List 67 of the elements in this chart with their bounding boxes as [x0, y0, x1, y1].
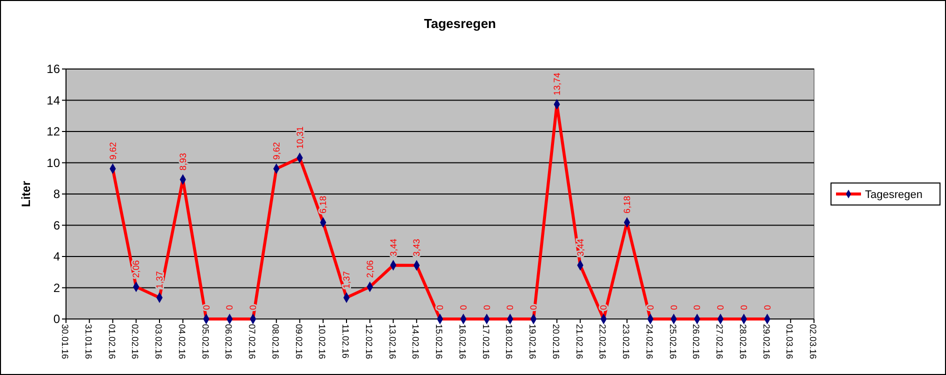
x-tick-label: 28.02.16	[738, 324, 748, 360]
x-tick-label: 09.02.16	[294, 324, 304, 360]
data-label: 3,44	[388, 238, 398, 256]
legend-label: Tagesregen	[865, 188, 922, 201]
y-tick-label: 16	[46, 62, 60, 76]
data-label: 8,93	[178, 152, 188, 170]
data-label: 0	[692, 304, 702, 310]
x-tick-label: 29.02.16	[761, 324, 772, 360]
y-tick-label: 2	[53, 280, 60, 295]
x-tick-label: 02.03.16	[808, 324, 818, 360]
x-tick-label: 06.02.16	[224, 324, 234, 360]
data-label: 6,18	[622, 196, 632, 214]
x-tick-label: 25.02.16	[668, 324, 678, 360]
y-tick-label: 6	[53, 218, 60, 232]
x-tick-label: 05.02.16	[200, 324, 210, 360]
data-label: 3,43	[412, 238, 422, 256]
x-tick-label: 27.02.16	[714, 324, 724, 360]
y-tick-label: 8	[53, 187, 60, 202]
x-tick-label: 04.02.16	[176, 324, 187, 360]
data-label: 13,74	[552, 72, 562, 96]
y-tick-label: 10	[46, 156, 60, 170]
x-tick-label: 08.02.16	[270, 324, 280, 360]
x-tick-label: 12.02.16	[364, 324, 374, 360]
y-tick-label: 4	[53, 250, 60, 264]
x-tick-label: 03.02.16	[154, 324, 164, 360]
x-tick-label: 19.02.16	[528, 324, 538, 360]
y-tick-label: 12	[46, 124, 60, 139]
x-tick-label: 15.02.16	[434, 324, 444, 360]
data-label: 0	[435, 304, 445, 310]
data-label: 0	[716, 304, 726, 310]
data-label: 0	[738, 304, 749, 310]
y-tick-label: 14	[46, 93, 60, 108]
data-label: 2,06	[131, 260, 142, 278]
x-tick-label: 20.02.16	[550, 324, 561, 360]
x-tick-label: 22.02.16	[598, 324, 608, 360]
data-label: 0	[482, 304, 492, 310]
data-label: 2,06	[364, 260, 375, 278]
data-label: 9,62	[271, 142, 282, 160]
y-axis-title: Liter	[19, 180, 33, 208]
x-tick-label: 23.02.16	[621, 324, 631, 360]
y-tick-label: 0	[53, 312, 60, 326]
x-tick-label: 30.01.16	[60, 324, 70, 360]
data-label: 9,62	[108, 142, 118, 160]
x-tick-label: 11.02.16	[340, 324, 350, 358]
x-tick-label: 16.02.16	[457, 324, 468, 360]
data-label: 0	[458, 304, 468, 310]
x-tick-label: 18.02.16	[504, 324, 514, 360]
x-tick-label: 31.01.16	[83, 324, 94, 360]
x-tick-label: 01.03.16	[784, 324, 795, 360]
data-label: 0	[224, 304, 235, 310]
x-tick-label: 01.02.16	[106, 324, 117, 360]
x-tick-label: 02.02.16	[130, 324, 140, 360]
x-tick-label: 21.02.16	[574, 324, 584, 360]
data-label: 10,31	[294, 126, 305, 149]
data-label: 0	[762, 304, 772, 310]
x-tick-label: 10.02.16	[317, 324, 328, 360]
x-tick-label: 24.02.16	[644, 324, 654, 360]
chart-title: Tagesregen	[424, 16, 496, 31]
data-label: 0	[505, 304, 516, 310]
x-tick-label: 07.02.16	[247, 324, 257, 360]
x-tick-label: 17.02.16	[480, 324, 491, 360]
x-tick-label: 14.02.16	[410, 324, 421, 360]
x-tick-label: 13.02.16	[387, 324, 398, 360]
data-label: 1,37	[342, 271, 352, 289]
data-label: 6,18	[318, 196, 328, 214]
x-tick-label: 26.02.16	[691, 324, 702, 360]
data-label: 0	[668, 304, 679, 310]
